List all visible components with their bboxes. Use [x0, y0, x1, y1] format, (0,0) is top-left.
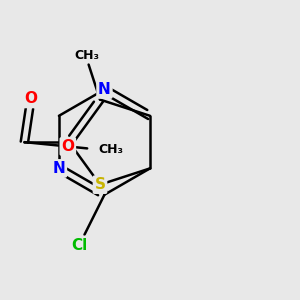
Text: CH₃: CH₃ [75, 49, 100, 62]
Text: N: N [52, 161, 65, 176]
Text: N: N [98, 82, 111, 97]
Text: CH₃: CH₃ [99, 143, 124, 156]
Text: O: O [24, 92, 38, 106]
Text: O: O [61, 139, 74, 154]
Text: S: S [94, 177, 106, 192]
Text: Cl: Cl [71, 238, 87, 253]
